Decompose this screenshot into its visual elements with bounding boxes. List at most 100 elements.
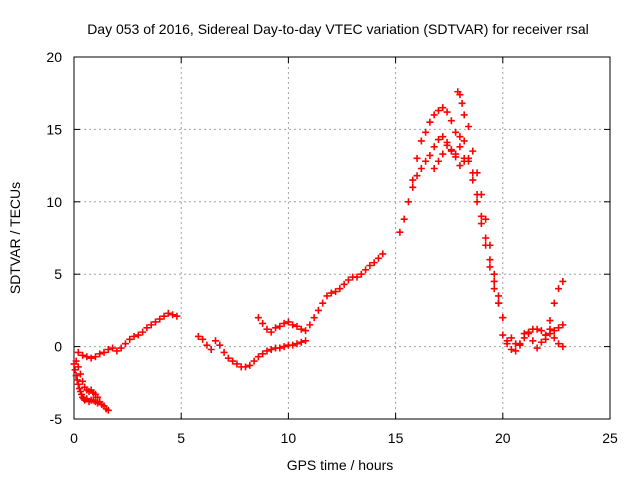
data-point [550, 327, 558, 335]
data-point [473, 169, 481, 177]
data-point [173, 312, 181, 320]
data-point [559, 343, 567, 351]
data-point [430, 111, 438, 119]
data-point [121, 340, 129, 348]
data-points [70, 88, 567, 414]
data-point [499, 331, 507, 339]
series-late-spike [454, 88, 503, 300]
data-point [559, 321, 567, 329]
data-point [147, 321, 155, 329]
data-point [495, 292, 503, 300]
data-point [263, 325, 271, 333]
data-point [417, 164, 425, 172]
y-tick-label: -5 [50, 411, 63, 427]
data-point [555, 285, 563, 293]
data-point [310, 314, 318, 322]
x-tick-label: 10 [281, 430, 297, 446]
data-point [100, 348, 108, 356]
data-point [327, 289, 335, 297]
data-point [456, 91, 464, 99]
data-point [289, 341, 297, 349]
data-point [447, 117, 455, 125]
data-point [233, 360, 241, 368]
data-point [293, 322, 301, 330]
data-point [297, 325, 305, 333]
data-point [332, 288, 340, 296]
data-point [134, 331, 142, 339]
data-point [302, 327, 310, 335]
data-point [482, 215, 490, 223]
data-point [473, 198, 481, 206]
data-point [319, 299, 327, 307]
data-point [516, 340, 524, 348]
data-point [91, 353, 99, 361]
data-point [460, 111, 468, 119]
data-point [130, 332, 138, 340]
data-point [439, 104, 447, 112]
data-point [555, 340, 563, 348]
data-point [259, 350, 267, 358]
data-point [520, 334, 528, 342]
series-inner-peak [409, 133, 507, 322]
data-point [482, 234, 490, 242]
data-point [74, 363, 82, 371]
data-point [555, 324, 563, 332]
data-point [212, 337, 220, 345]
data-point [74, 380, 82, 388]
data-point [452, 128, 460, 136]
data-point [404, 198, 412, 206]
data-point [302, 337, 310, 345]
data-point [439, 150, 447, 158]
data-point [452, 153, 460, 161]
data-point [499, 314, 507, 322]
data-point [550, 334, 558, 342]
data-point [340, 280, 348, 288]
data-point [413, 154, 421, 162]
data-point [486, 241, 494, 249]
y-axis-label: SDTVAR / TECUs [7, 182, 23, 294]
data-point [430, 143, 438, 151]
series-evening-lower [503, 325, 567, 355]
data-point [276, 344, 284, 352]
data-point [79, 377, 87, 385]
data-point [323, 292, 331, 300]
series-lower-branch [430, 141, 468, 172]
data-point [207, 345, 215, 353]
data-point [439, 133, 447, 141]
data-point [434, 157, 442, 165]
data-point [336, 285, 344, 293]
data-point [139, 328, 147, 336]
data-point [109, 344, 117, 352]
data-point [293, 340, 301, 348]
data-point [460, 157, 468, 165]
data-point [87, 354, 95, 362]
series-afternoon-rise [254, 250, 387, 336]
x-tick-label: 0 [70, 430, 78, 446]
data-point [94, 393, 102, 401]
data-point [559, 277, 567, 285]
data-point [529, 337, 537, 345]
data-point [229, 357, 237, 365]
data-point [117, 344, 125, 352]
data-point [357, 270, 365, 278]
series-evening [499, 321, 567, 349]
data-point [477, 212, 485, 220]
data-point [456, 133, 464, 141]
data-point [344, 276, 352, 284]
data-point [458, 99, 466, 107]
data-point [246, 361, 254, 369]
plot-frame [73, 56, 611, 420]
data-point [537, 327, 545, 335]
x-axis-label: GPS time / hours [287, 457, 394, 473]
data-point [400, 215, 408, 223]
data-point [297, 338, 305, 346]
data-point [490, 277, 498, 285]
data-point [533, 344, 541, 352]
data-point [267, 345, 275, 353]
data-point [73, 376, 81, 384]
x-tick-label: 15 [388, 430, 404, 446]
data-point [546, 317, 554, 325]
data-point [490, 270, 498, 278]
data-point [490, 285, 498, 293]
